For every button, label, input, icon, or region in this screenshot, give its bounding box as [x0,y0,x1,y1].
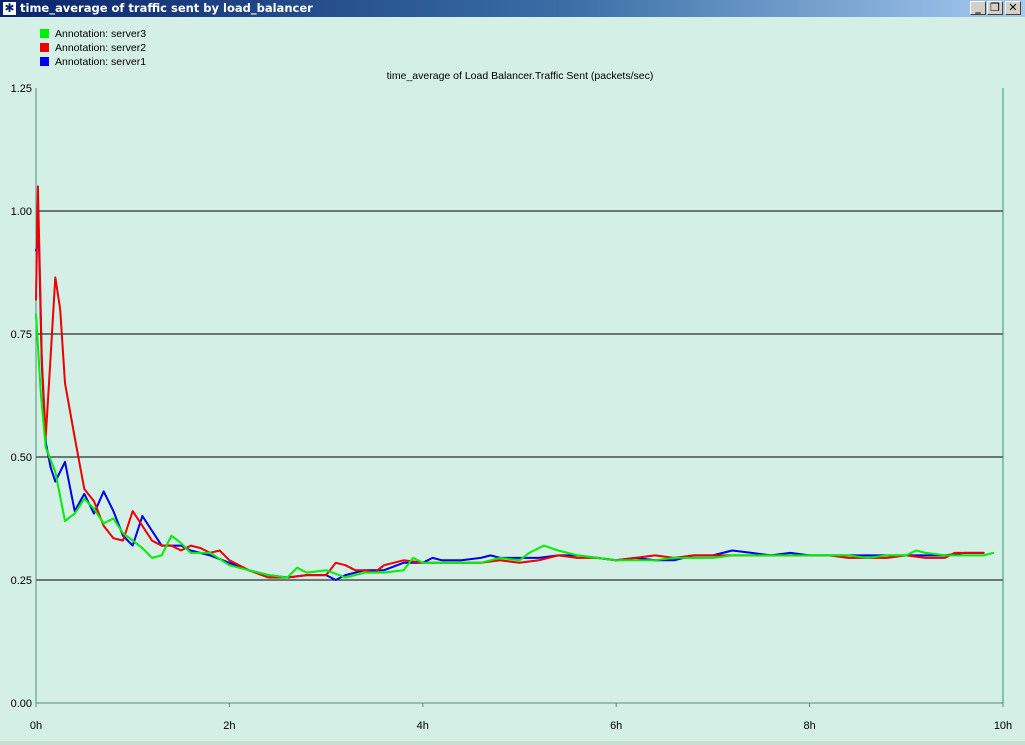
x-tick-label: 8h [803,720,815,732]
gridlines [36,210,1003,581]
series-lines [35,185,995,581]
close-button[interactable]: ✕ [1005,1,1021,15]
series-line-server1 [35,239,985,581]
scroll-strip [0,741,1025,745]
legend-label: Annotation: server1 [55,56,147,68]
y-tick-label: 0.25 [11,575,32,587]
y-tick-label: 0.00 [11,698,32,710]
legend-item-server3: Annotation: server3 [40,27,146,41]
legend-item-server2: Annotation: server2 [40,41,146,55]
y-tick-label: 1.25 [11,83,32,95]
tick-labels: 0.00 0.25 0.50 0.75 1.00 1.25 0h 2h 4h 6h 8h 10h [11,83,1013,732]
restore-icon: ❐ [990,1,1000,14]
window-titlebar[interactable]: ✱ time_average of traffic sent by load_b… [0,0,1025,17]
legend-label: Annotation: server2 [55,42,147,54]
star-icon[interactable]: ✱ [2,1,17,16]
legend-item-server1: Annotation: server1 [40,55,146,69]
x-tick-label: 0h [30,720,42,732]
x-tick-label: 2h [223,720,235,732]
legend-swatch [40,43,49,52]
legend-label: Annotation: server3 [55,28,147,40]
axes [35,88,1004,704]
window-title: time_average of traffic sent by load_bal… [20,1,313,15]
x-tick-label: 4h [417,720,429,732]
minimize-icon: _ [975,1,981,14]
y-tick-label: 1.00 [11,206,32,218]
chart-title: time_average of Load Balancer.Traffic Se… [387,70,654,82]
legend-swatch [40,29,49,38]
legend-swatch [40,57,49,66]
y-tick-label: 0.75 [11,329,32,341]
chart-legend: Annotation: server3 Annotation: server2 … [40,27,146,69]
close-icon: ✕ [1008,1,1018,14]
restore-button[interactable]: ❐ [987,1,1003,15]
x-tick-label: 10h [994,720,1012,732]
y-tick-label: 0.50 [11,452,32,464]
series-line-server2 [35,185,985,579]
x-tick-label: 6h [610,720,622,732]
series-line-server3 [35,313,995,579]
minimize-button[interactable]: _ [970,1,986,15]
